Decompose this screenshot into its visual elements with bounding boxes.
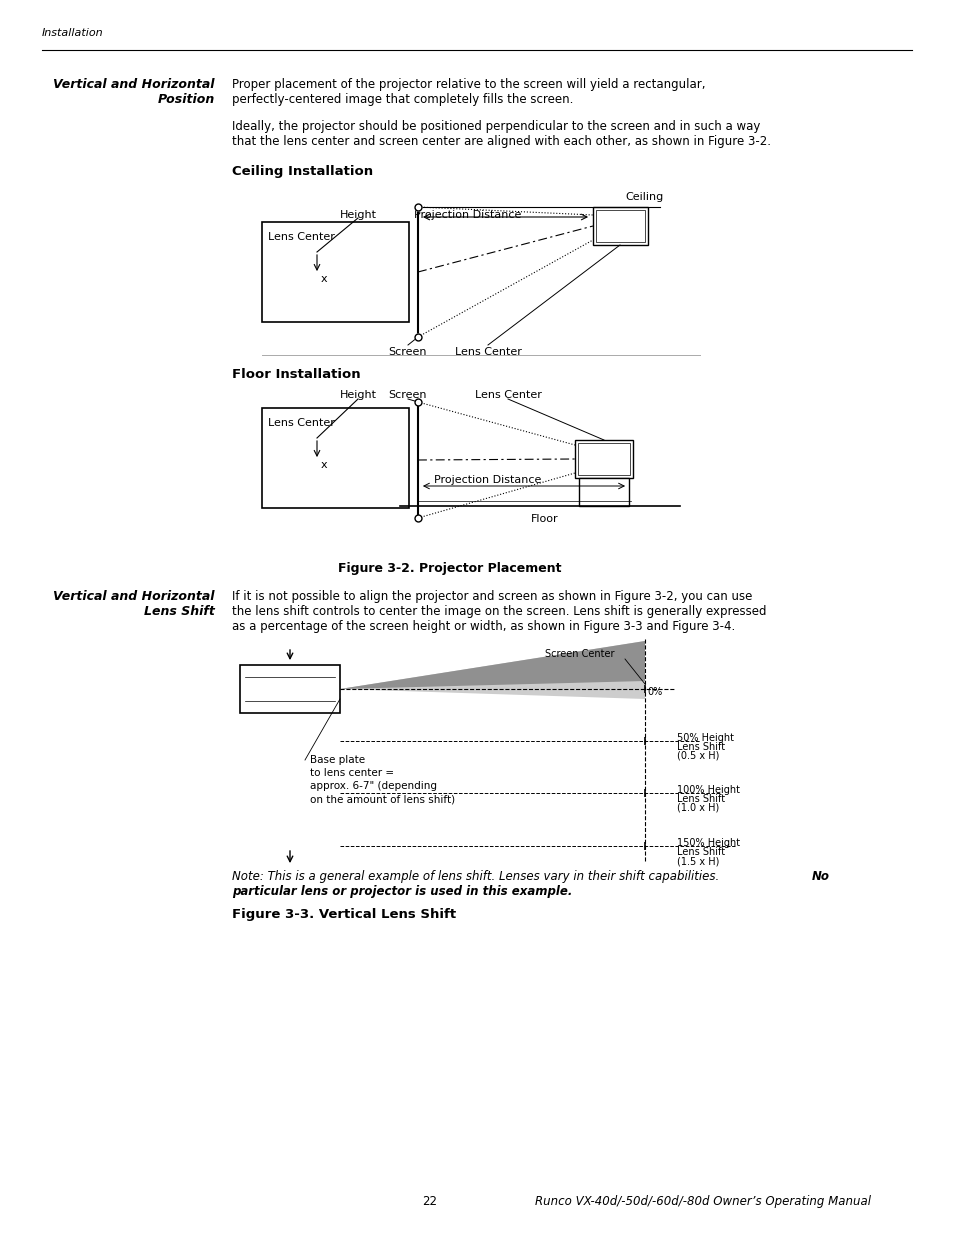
- Polygon shape: [339, 641, 644, 699]
- Text: Height: Height: [339, 210, 376, 220]
- Text: Lens Shift: Lens Shift: [677, 742, 724, 752]
- Bar: [575, 440, 633, 478]
- Text: Lens Shift: Lens Shift: [144, 605, 214, 618]
- Text: Lens Shift: Lens Shift: [677, 794, 724, 804]
- Polygon shape: [339, 641, 644, 689]
- Text: Note: This is a general example of lens shift. Lenses vary in their shift capabi: Note: This is a general example of lens …: [232, 869, 722, 883]
- Text: No: No: [811, 869, 829, 883]
- Text: Lens Center: Lens Center: [454, 347, 521, 357]
- Text: 22: 22: [422, 1195, 437, 1208]
- Text: 150% Height: 150% Height: [677, 839, 740, 848]
- Text: Runco VX-40d/-50d/-60d/-80d Owner’s Operating Manual: Runco VX-40d/-50d/-60d/-80d Owner’s Oper…: [535, 1195, 870, 1208]
- Text: Projection Distance: Projection Distance: [434, 475, 541, 485]
- Text: perfectly-centered image that completely fills the screen.: perfectly-centered image that completely…: [232, 93, 573, 106]
- Text: 100% Height: 100% Height: [677, 785, 740, 795]
- Text: to lens center =: to lens center =: [310, 768, 394, 778]
- Text: Screen: Screen: [388, 347, 427, 357]
- Bar: [262, 222, 409, 322]
- Text: Ideally, the projector should be positioned perpendicular to the screen and in s: Ideally, the projector should be positio…: [232, 120, 760, 133]
- Text: the lens shift controls to center the image on the screen. Lens shift is general: the lens shift controls to center the im…: [232, 605, 765, 618]
- Text: Position: Position: [157, 93, 214, 106]
- Text: Height: Height: [339, 390, 376, 400]
- Text: Figure 3-3. Vertical Lens Shift: Figure 3-3. Vertical Lens Shift: [232, 908, 456, 921]
- Text: approx. 6-7" (depending: approx. 6-7" (depending: [310, 781, 436, 790]
- Text: on the amount of lens shift): on the amount of lens shift): [310, 794, 455, 804]
- Bar: [578, 443, 629, 475]
- Bar: [578, 478, 628, 506]
- Bar: [596, 210, 644, 242]
- Text: Base plate: Base plate: [310, 755, 365, 764]
- Text: Screen: Screen: [388, 390, 427, 400]
- Text: Ceiling Installation: Ceiling Installation: [232, 165, 373, 178]
- Bar: [240, 664, 339, 713]
- Text: Lens Center: Lens Center: [268, 417, 335, 429]
- Text: x: x: [320, 274, 327, 284]
- Text: Vertical and Horizontal: Vertical and Horizontal: [53, 590, 214, 603]
- Text: Ceiling: Ceiling: [624, 191, 662, 203]
- Text: If it is not possible to align the projector and screen as shown in Figure 3-2, : If it is not possible to align the proje…: [232, 590, 752, 603]
- Text: Installation: Installation: [42, 28, 104, 38]
- Text: Proper placement of the projector relative to the screen will yield a rectangula: Proper placement of the projector relati…: [232, 78, 705, 91]
- Text: Figure 3-2. Projector Placement: Figure 3-2. Projector Placement: [338, 562, 561, 576]
- Text: (0.5 x H): (0.5 x H): [677, 751, 719, 761]
- Text: Projection Distance: Projection Distance: [414, 210, 521, 220]
- Text: Floor: Floor: [531, 514, 558, 524]
- Text: particular lens or projector is used in this example.: particular lens or projector is used in …: [232, 885, 572, 898]
- Text: as a percentage of the screen height or width, as shown in Figure 3-3 and Figure: as a percentage of the screen height or …: [232, 620, 735, 634]
- Text: Lens Center: Lens Center: [268, 232, 335, 242]
- Text: x: x: [320, 459, 327, 471]
- Text: Floor Installation: Floor Installation: [232, 368, 360, 382]
- Text: (1.5 x H): (1.5 x H): [677, 856, 719, 866]
- Bar: [593, 207, 647, 245]
- Bar: [262, 408, 409, 508]
- Text: Lens Shift: Lens Shift: [677, 847, 724, 857]
- Text: that the lens center and screen center are aligned with each other, as shown in : that the lens center and screen center a…: [232, 135, 770, 148]
- Text: (1.0 x H): (1.0 x H): [677, 803, 719, 813]
- Text: 0%: 0%: [646, 687, 661, 697]
- Text: Lens Center: Lens Center: [474, 390, 541, 400]
- Text: Screen Center: Screen Center: [544, 650, 614, 659]
- Text: Vertical and Horizontal: Vertical and Horizontal: [53, 78, 214, 91]
- Text: 50% Height: 50% Height: [677, 734, 733, 743]
